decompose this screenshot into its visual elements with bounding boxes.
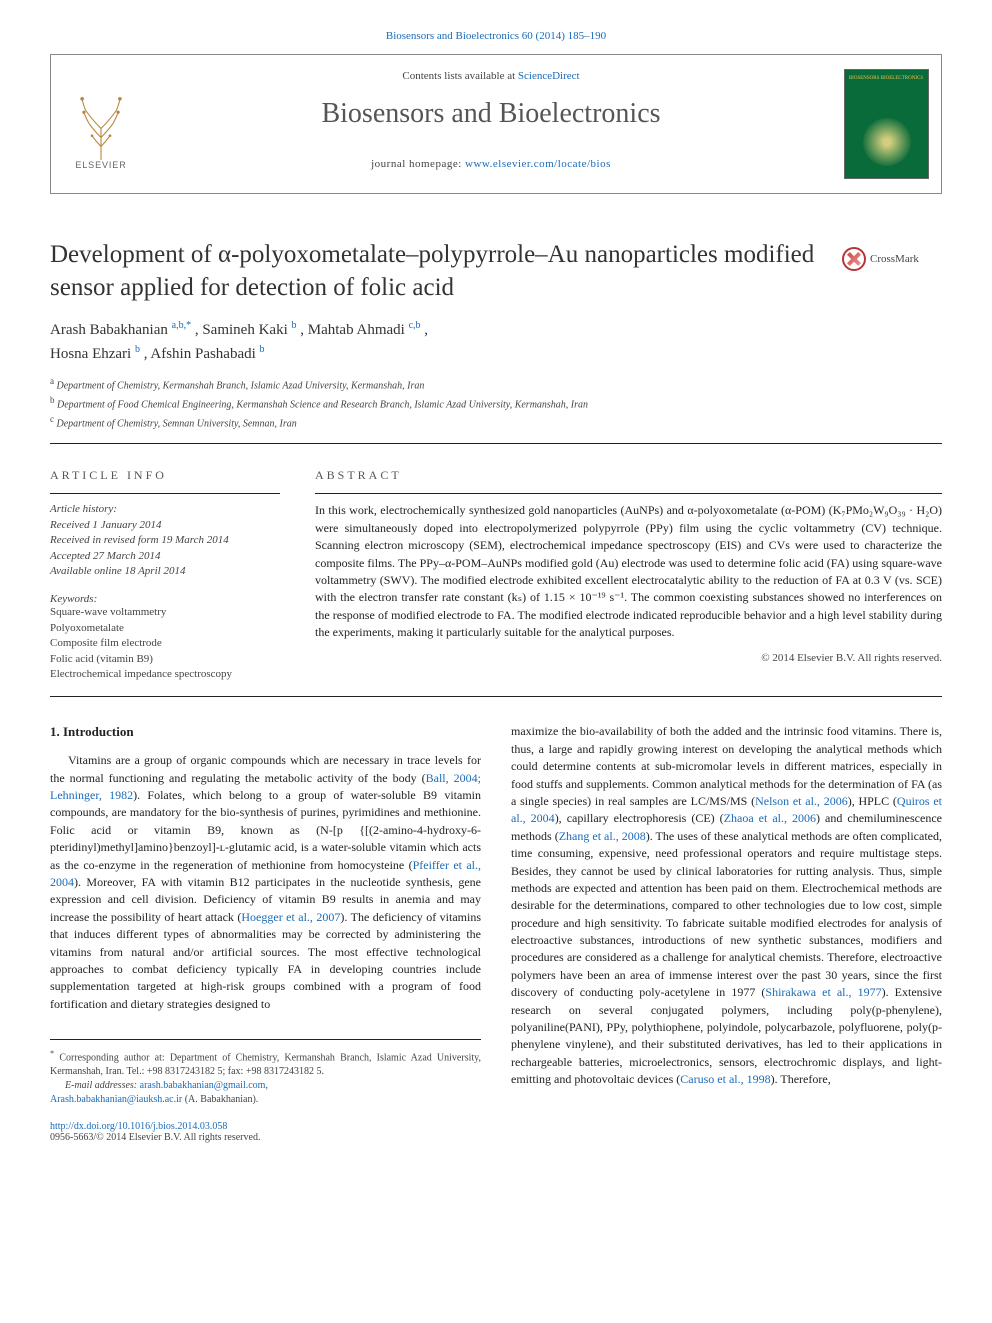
body-columns: 1. Introduction Vitamins are a group of … [50,723,942,1107]
intro-heading: 1. Introduction [50,723,481,742]
keyword: Folic acid (vitamin B9) [50,652,280,667]
abstract-col: abstract In this work, electrochemically… [315,468,942,682]
journal-cover: BIOSENSORS BIOELECTRONICS [831,55,941,193]
homepage-prefix: journal homepage: [371,158,465,170]
author-3: , Mahtab Ahmadi [300,322,405,338]
article-info-head: article info [50,468,280,483]
intro-para-2: maximize the bio-availability of both th… [511,723,942,1088]
elsevier-wordmark: ELSEVIER [75,160,126,169]
journal-name: Biosensors and Bioelectronics [151,98,831,130]
author-4: Hosna Ehzari [50,346,131,362]
journal-header: ELSEVIER Contents lists available at Sci… [50,54,942,194]
article-title: Development of α-polyoxometalate–polypyr… [50,239,942,304]
ref-link[interactable]: Zhaoa et al., 2006 [724,811,816,825]
rule-article-info [50,493,280,494]
rule-abstract [315,493,942,494]
top-journal-ref[interactable]: Biosensors and Bioelectronics 60 (2014) … [50,30,942,42]
author-4-affil: b [135,344,140,355]
ref-link[interactable]: Zhang et al., 2008 [559,829,646,843]
ref-link[interactable]: Caruso et al., 1998 [680,1072,770,1086]
article-info-col: article info Article history: Received 1… [50,468,280,682]
footnotes: * Corresponding author at: Department of… [50,1039,481,1107]
author-5-affil: b [260,344,265,355]
meta-row: article info Article history: Received 1… [50,468,942,682]
issn-line: 0956-5663/© 2014 Elsevier B.V. All right… [50,1132,942,1143]
ref-link[interactable]: Nelson et al., 2006 [755,794,848,808]
page-root: Biosensors and Bioelectronics 60 (2014) … [0,0,992,1173]
abstract-head: abstract [315,468,942,483]
contents-line: Contents lists available at ScienceDirec… [151,70,831,82]
accepted-date: Accepted 27 March 2014 [50,549,280,564]
contents-prefix: Contents lists available at [402,70,517,82]
affil-c: Department of Chemistry, Semnan Universi… [57,418,297,429]
keyword: Composite film electrode [50,636,280,651]
email-link-1[interactable]: arash.babakhanian@gmail.com [140,1080,266,1091]
ref-link[interactable]: Hoegger et al., 2007 [241,910,340,924]
rule-after-affils [50,443,942,444]
corr-footnote: Corresponding author at: Department of C… [50,1052,481,1077]
affiliations: a Department of Chemistry, Kermanshah Br… [50,375,942,431]
author-3-affil: c,b [409,320,421,331]
keywords-list: Square-wave voltammetry Polyoxometalate … [50,605,280,682]
keyword: Square-wave voltammetry [50,605,280,620]
corr-star: * [186,320,191,331]
journal-homepage: journal homepage: www.elsevier.com/locat… [151,158,831,170]
header-center: Contents lists available at ScienceDirec… [151,55,831,193]
crossmark-icon [842,247,866,271]
cover-art [863,118,911,166]
keywords-label: Keywords: [50,593,280,605]
doi-block: http://dx.doi.org/10.1016/j.bios.2014.03… [50,1121,942,1143]
affil-b: Department of Food Chemical Engineering,… [57,399,588,410]
received-date: Received 1 January 2014 [50,518,280,533]
online-date: Available online 18 April 2014 [50,564,280,579]
elsevier-logo: ELSEVIER [51,55,151,193]
affil-a: Department of Chemistry, Kermanshah Bran… [57,380,425,391]
revised-date: Received in revised form 19 March 2014 [50,533,280,548]
author-1-affil: a,b, [172,320,186,331]
keyword: Electrochemical impedance spectroscopy [50,667,280,682]
intro-para-1: Vitamins are a group of organic compound… [50,752,481,1013]
rule-after-abstract [50,696,942,697]
body-col-left: 1. Introduction Vitamins are a group of … [50,723,481,1107]
crossmark-badge[interactable]: CrossMark [842,244,942,274]
history-label: Article history: [50,502,280,517]
author-2: , Samineh Kaki [195,322,288,338]
author-1: Arash Babakhanian [50,322,168,338]
homepage-link[interactable]: www.elsevier.com/locate/bios [465,158,611,170]
crossmark-label: CrossMark [870,253,919,265]
author-list: Arash Babakhanian a,b,* , Samineh Kaki b… [50,318,942,365]
keyword: Polyoxometalate [50,621,280,636]
email-label: E-mail addresses: [65,1080,140,1091]
cover-title: BIOSENSORS BIOELECTRONICS [845,70,928,82]
abstract-text: In this work, electrochemically synthesi… [315,502,942,641]
sciencedirect-link[interactable]: ScienceDirect [518,70,580,82]
ref-link[interactable]: Shirakawa et al., 1977 [765,985,881,999]
author-5: , Afshin Pashabadi [144,346,256,362]
email-link-2[interactable]: Arash.babakhanian@iauksh.ac.ir [50,1094,182,1105]
body-col-right: maximize the bio-availability of both th… [511,723,942,1107]
author-sep: , [424,322,428,338]
author-2-affil: b [292,320,297,331]
abstract-copyright: © 2014 Elsevier B.V. All rights reserved… [315,652,942,664]
title-block: Development of α-polyoxometalate–polypyr… [50,239,942,304]
doi-link[interactable]: http://dx.doi.org/10.1016/j.bios.2014.03… [50,1121,227,1132]
